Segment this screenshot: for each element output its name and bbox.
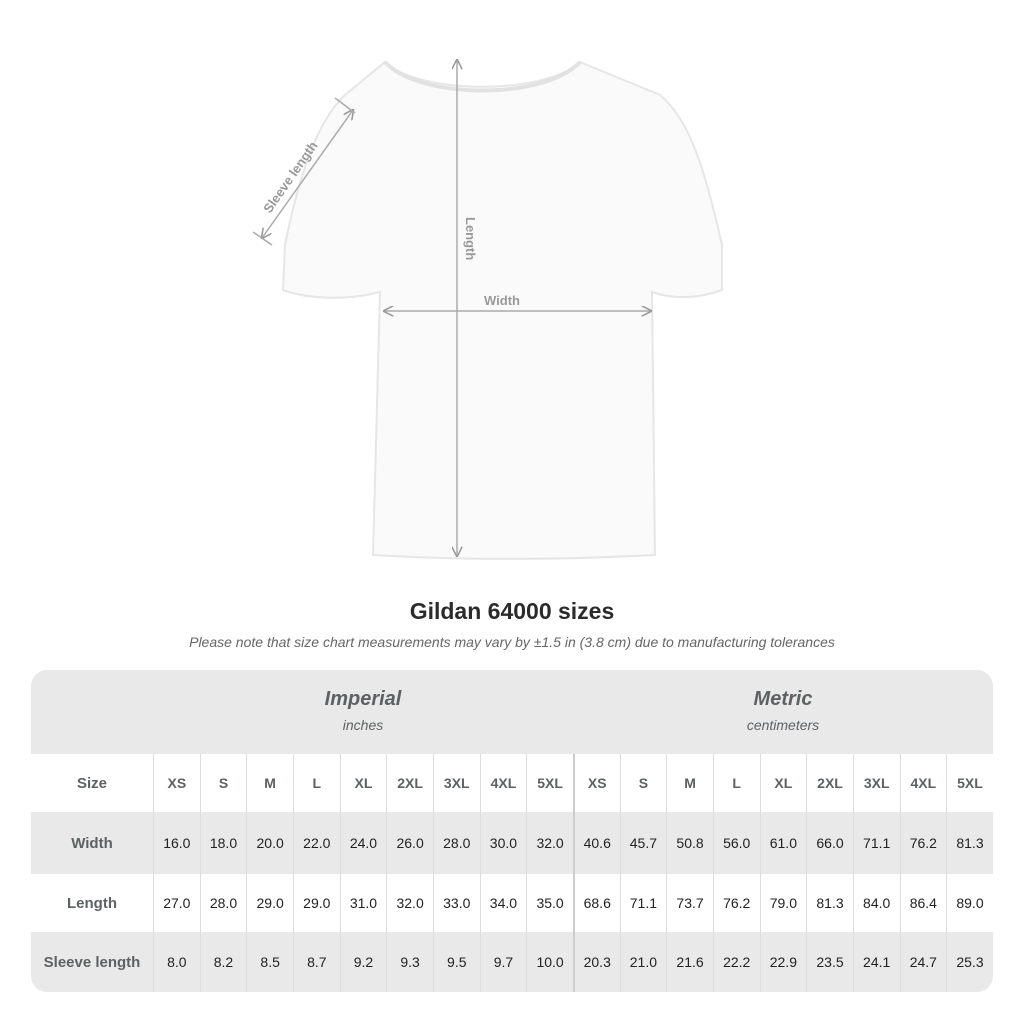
tshirt-diagram: Sleeve length Length Width (252, 0, 723, 560)
value-cell: 29.0 (292, 874, 340, 932)
size-header-cell: XL (759, 754, 807, 812)
size-header-cell: XS (153, 754, 200, 812)
value-cell: 73.7 (666, 874, 713, 932)
sleeve-arrow (262, 110, 353, 238)
value-cell: 8.2 (199, 932, 247, 992)
value-cell: 68.6 (572, 874, 620, 932)
imperial-title: Imperial (324, 688, 402, 710)
value-cell: 24.7 (899, 932, 947, 992)
table-row: Length 27.0 28.0 29.0 29.0 31.0 32.0 33.0 34.0 35… (31, 874, 993, 932)
size-header-cell: XS (572, 754, 620, 812)
value-cell: 31.0 (339, 874, 387, 932)
size-header-cell: S (199, 754, 247, 812)
value-cell: 81.3 (806, 874, 853, 932)
value-cell: 8.5 (246, 932, 293, 992)
size-header-row: Size XS S M L XL 2XL 3XL 4XL 5XL XS S M L XL 2XL 3XL 4XL 5… (31, 754, 993, 812)
table-row: Width 16.0 18.0 20.0 22.0 24.0 26.0 28.0 30.0 32.… (31, 812, 993, 874)
value-cell: 76.2 (712, 874, 760, 932)
value-cell: 61.0 (759, 812, 807, 874)
value-cell: 20.0 (246, 812, 293, 874)
size-header-cell: L (712, 754, 760, 812)
value-cell: 24.0 (339, 812, 387, 874)
row-label: Size (76, 774, 107, 792)
value-cell: 21.0 (619, 932, 667, 992)
value-cell: 10.0 (526, 932, 573, 992)
value-cell: 23.5 (806, 932, 853, 992)
value-cell: 33.0 (432, 874, 480, 932)
size-header-cell: XL (339, 754, 387, 812)
size-header-cell: 5XL (526, 754, 573, 812)
value-cell: 8.7 (292, 932, 340, 992)
value-cell: 25.3 (946, 932, 993, 992)
size-header-cell: 2XL (806, 754, 853, 812)
value-cell: 81.3 (946, 812, 993, 874)
value-cell: 56.0 (712, 812, 760, 874)
imperial-unit: inches (342, 717, 384, 733)
row-label: Width (71, 834, 113, 852)
length-label: Length (463, 217, 478, 260)
value-cell: 45.7 (619, 812, 667, 874)
metric-title: Metric (753, 688, 813, 710)
value-cell: 22.2 (712, 932, 760, 992)
value-cell: 32.0 (386, 874, 433, 932)
value-cell: 27.0 (153, 874, 200, 932)
value-cell: 9.5 (432, 932, 480, 992)
value-cell: 29.0 (246, 874, 293, 932)
tolerance-note: Please note that size chart measurements… (189, 634, 835, 650)
value-cell: 71.1 (619, 874, 667, 932)
value-cell: 9.2 (339, 932, 387, 992)
size-header-cell: M (246, 754, 293, 812)
size-header-cell: 5XL (946, 754, 993, 812)
row-label: Length (67, 894, 117, 912)
value-cell: 9.3 (386, 932, 433, 992)
value-cell: 89.0 (946, 874, 993, 932)
value-cell: 26.0 (386, 812, 433, 874)
value-cell: 20.3 (572, 932, 620, 992)
size-header-cell: 3XL (852, 754, 900, 812)
value-cell: 24.1 (852, 932, 900, 992)
row-label: Sleeve length (43, 953, 141, 971)
size-header-cell: 2XL (386, 754, 433, 812)
value-cell: 18.0 (199, 812, 247, 874)
imperial-header: Imperial inches (153, 670, 573, 754)
value-cell: 21.6 (666, 932, 713, 992)
value-cell: 76.2 (899, 812, 947, 874)
value-cell: 66.0 (806, 812, 853, 874)
value-cell: 34.0 (479, 874, 527, 932)
width-label: Width (484, 293, 520, 308)
value-cell: 9.7 (479, 932, 527, 992)
value-cell: 28.0 (432, 812, 480, 874)
size-table: Imperial inches Metric centimeters Size X… (31, 670, 993, 992)
value-cell: 28.0 (199, 874, 247, 932)
size-header-cell: L (292, 754, 340, 812)
table-row: Sleeve length 8.0 8.2 8.5 8.7 9.2 9.3 9.5 9.7 10.… (31, 932, 993, 992)
value-cell: 84.0 (852, 874, 900, 932)
value-cell: 30.0 (479, 812, 527, 874)
size-header-cell: M (666, 754, 713, 812)
metric-header: Metric centimeters (573, 670, 993, 754)
value-cell: 32.0 (526, 812, 573, 874)
value-cell: 50.8 (666, 812, 713, 874)
value-cell: 71.1 (852, 812, 900, 874)
size-header-cell: S (619, 754, 667, 812)
value-cell: 79.0 (759, 874, 807, 932)
value-cell: 86.4 (899, 874, 947, 932)
value-cell: 22.0 (292, 812, 340, 874)
value-cell: 22.9 (759, 932, 807, 992)
value-cell: 8.0 (153, 932, 200, 992)
metric-unit: centimeters (746, 717, 820, 733)
chart-title: Gildan 64000 sizes (409, 598, 615, 624)
value-cell: 40.6 (572, 812, 620, 874)
size-header-cell: 4XL (479, 754, 527, 812)
value-cell: 35.0 (526, 874, 573, 932)
value-cell: 16.0 (153, 812, 200, 874)
size-header-cell: 3XL (432, 754, 480, 812)
size-header-cell: 4XL (899, 754, 947, 812)
